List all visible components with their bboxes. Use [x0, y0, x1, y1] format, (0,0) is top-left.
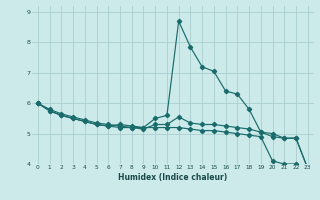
X-axis label: Humidex (Indice chaleur): Humidex (Indice chaleur) [118, 173, 228, 182]
